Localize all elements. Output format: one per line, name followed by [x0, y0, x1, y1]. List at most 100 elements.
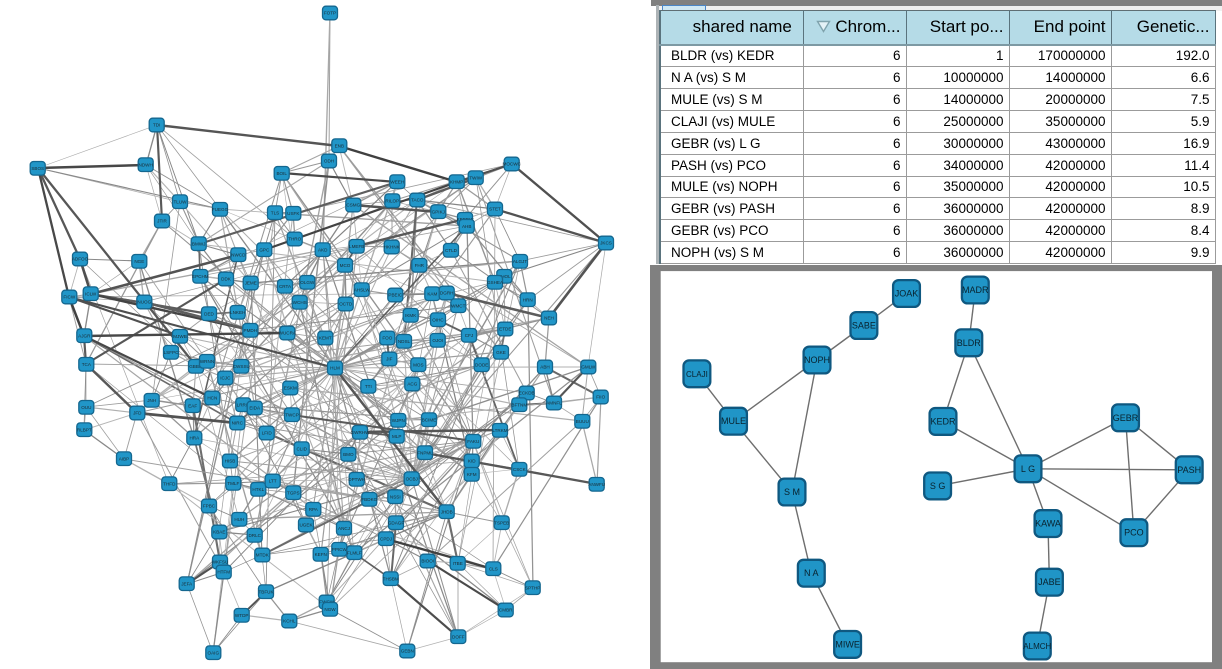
svg-text:GPC: GPC — [259, 247, 270, 252]
svg-text:LTRKM: LTRKM — [492, 428, 507, 433]
svg-text:KAM: KAM — [427, 291, 437, 296]
svg-text:BOIL: BOIL — [276, 171, 287, 176]
svg-text:N A: N A — [804, 568, 819, 578]
svg-text:THFD: THFD — [163, 481, 176, 486]
svg-text:WUCRA: WUCRA — [279, 331, 297, 336]
svg-text:WRNN: WRNN — [200, 359, 214, 364]
svg-text:GMLW: GMLW — [581, 365, 596, 370]
svg-text:BCIME: BCIME — [422, 417, 437, 422]
svg-text:JOAK: JOAK — [895, 289, 919, 299]
svg-text:AMNFL: AMNFL — [546, 401, 562, 406]
svg-text:PPICW: PPICW — [332, 547, 348, 552]
svg-text:ANWFU: ANWFU — [588, 482, 605, 487]
svg-text:HISB: HISB — [225, 459, 236, 464]
svg-text:GBBM: GBBM — [189, 364, 203, 369]
svg-text:SABE: SABE — [852, 321, 876, 331]
svg-text:RILOP: RILOP — [385, 198, 399, 203]
svg-text:HLM: HLM — [330, 366, 340, 371]
svg-text:NGW: NGW — [324, 607, 336, 612]
svg-text:CSCK: CSCK — [513, 467, 527, 472]
svg-text:ALGJT: ALGJT — [513, 259, 527, 264]
svg-text:ANCJ: ANCJ — [338, 526, 350, 531]
svg-text:TSPEB: TSPEB — [494, 520, 509, 525]
svg-text:HCN: HCN — [207, 396, 217, 401]
svg-text:MULE: MULE — [721, 416, 746, 426]
svg-text:OIHC: OIHC — [432, 317, 444, 322]
svg-text:CLID: CLID — [296, 446, 307, 451]
svg-text:NWCD: NWCD — [231, 252, 246, 257]
svg-text:KCHL: KCHL — [283, 619, 296, 624]
svg-text:ESKM: ESKM — [284, 386, 297, 391]
svg-text:ENB: ENB — [335, 143, 344, 148]
svg-text:SBOS: SBOS — [31, 166, 44, 171]
svg-text:GDAGF: GDAGF — [388, 520, 405, 525]
svg-text:STET: STET — [489, 207, 501, 212]
svg-text:EAF: EAF — [188, 403, 197, 408]
svg-text:ADFOO: ADFOO — [72, 257, 89, 262]
svg-text:JTIR: JTIR — [157, 219, 167, 224]
svg-text:OAIG: OAIG — [208, 650, 220, 655]
svg-text:OLGW: OLGW — [300, 280, 315, 285]
svg-text:LFID: LFID — [262, 431, 273, 436]
svg-text:OCTD: OCTD — [339, 302, 353, 307]
svg-text:NIRC: NIRC — [232, 421, 244, 426]
svg-text:TBFUK: TBFUK — [258, 589, 274, 594]
svg-text:TDI: TDI — [153, 123, 160, 128]
svg-text:FBDKG: FBDKG — [361, 497, 377, 502]
svg-text:NOPH: NOPH — [804, 355, 830, 365]
svg-text:JHDB: JHDB — [441, 509, 453, 514]
svg-text:LNKEH: LNKEH — [230, 310, 245, 315]
svg-text:GWRHW: GWRHW — [351, 430, 371, 435]
svg-text:HTKL: HTKL — [252, 487, 264, 492]
svg-text:THSBM: THSBM — [383, 576, 399, 581]
svg-text:PBEIC: PBEIC — [388, 293, 402, 298]
svg-text:JEFA: JEFA — [181, 581, 193, 586]
svg-text:ICJC: ICJC — [220, 376, 231, 381]
svg-text:AHB: AHB — [462, 224, 471, 229]
svg-text:DRLC: DRLC — [248, 533, 261, 538]
svg-text:BIOOI: BIOOI — [421, 559, 434, 564]
svg-text:KID: KID — [468, 459, 476, 464]
svg-text:TCA: TCA — [82, 362, 92, 367]
svg-text:DODE: DODE — [475, 362, 488, 367]
svg-text:FAKU: FAKU — [467, 439, 479, 444]
svg-text:ALMCH: ALMCH — [1023, 642, 1051, 651]
svg-text:FLMLF: FLMLF — [347, 550, 362, 555]
svg-text:THRO: THRO — [288, 237, 301, 242]
svg-text:WMCT: WMCT — [451, 303, 465, 308]
svg-text:JEME: JEME — [245, 281, 257, 286]
svg-text:S M: S M — [784, 487, 800, 497]
svg-text:FOO: FOO — [382, 336, 392, 341]
svg-text:CFJ: CFJ — [465, 333, 473, 338]
svg-text:BFTNM: BFTNM — [511, 402, 527, 407]
svg-text:LRRIF: LRRIF — [237, 402, 250, 407]
svg-text:TACO: TACO — [411, 198, 424, 203]
svg-text:LSFPC: LSFPC — [164, 350, 179, 355]
svg-text:FOTP: FOTP — [324, 11, 336, 16]
svg-text:GEBR: GEBR — [1113, 413, 1139, 423]
svg-text:USFK: USFK — [287, 211, 300, 216]
svg-text:TGPS: TGPS — [287, 490, 300, 495]
svg-text:SPTHP: SPTHP — [525, 585, 540, 590]
svg-text:NEH: NEH — [544, 316, 554, 321]
svg-text:KEMT: KEMT — [319, 336, 332, 341]
svg-text:BUUU: BUUU — [576, 419, 589, 424]
svg-text:MADR: MADR — [962, 285, 989, 295]
svg-text:AIBP: AIBP — [119, 456, 129, 461]
svg-text:WJPN: WJPN — [392, 418, 405, 423]
svg-text:TLUW: TLUW — [173, 199, 187, 204]
svg-text:OCBJ: OCBJ — [406, 476, 418, 481]
svg-text:NUOG: NUOG — [137, 300, 151, 305]
svg-text:ETDE: ETDE — [499, 327, 511, 332]
svg-text:TTI: TTI — [365, 384, 372, 389]
svg-text:CLS: CLS — [489, 566, 498, 571]
svg-text:MOCWC: MOCWC — [503, 162, 522, 167]
svg-text:UGEK: UGEK — [299, 523, 313, 528]
svg-text:MJWB: MJWB — [173, 334, 187, 339]
svg-text:PMDH: PMDH — [244, 328, 258, 333]
svg-text:IKMK: IKMK — [405, 313, 417, 318]
svg-text:HRA: HRA — [189, 436, 200, 441]
svg-text:GPIKJ: GPIKJ — [432, 209, 445, 214]
svg-text:ABH: ABH — [540, 365, 549, 370]
svg-text:EIDA: EIDA — [249, 406, 261, 411]
